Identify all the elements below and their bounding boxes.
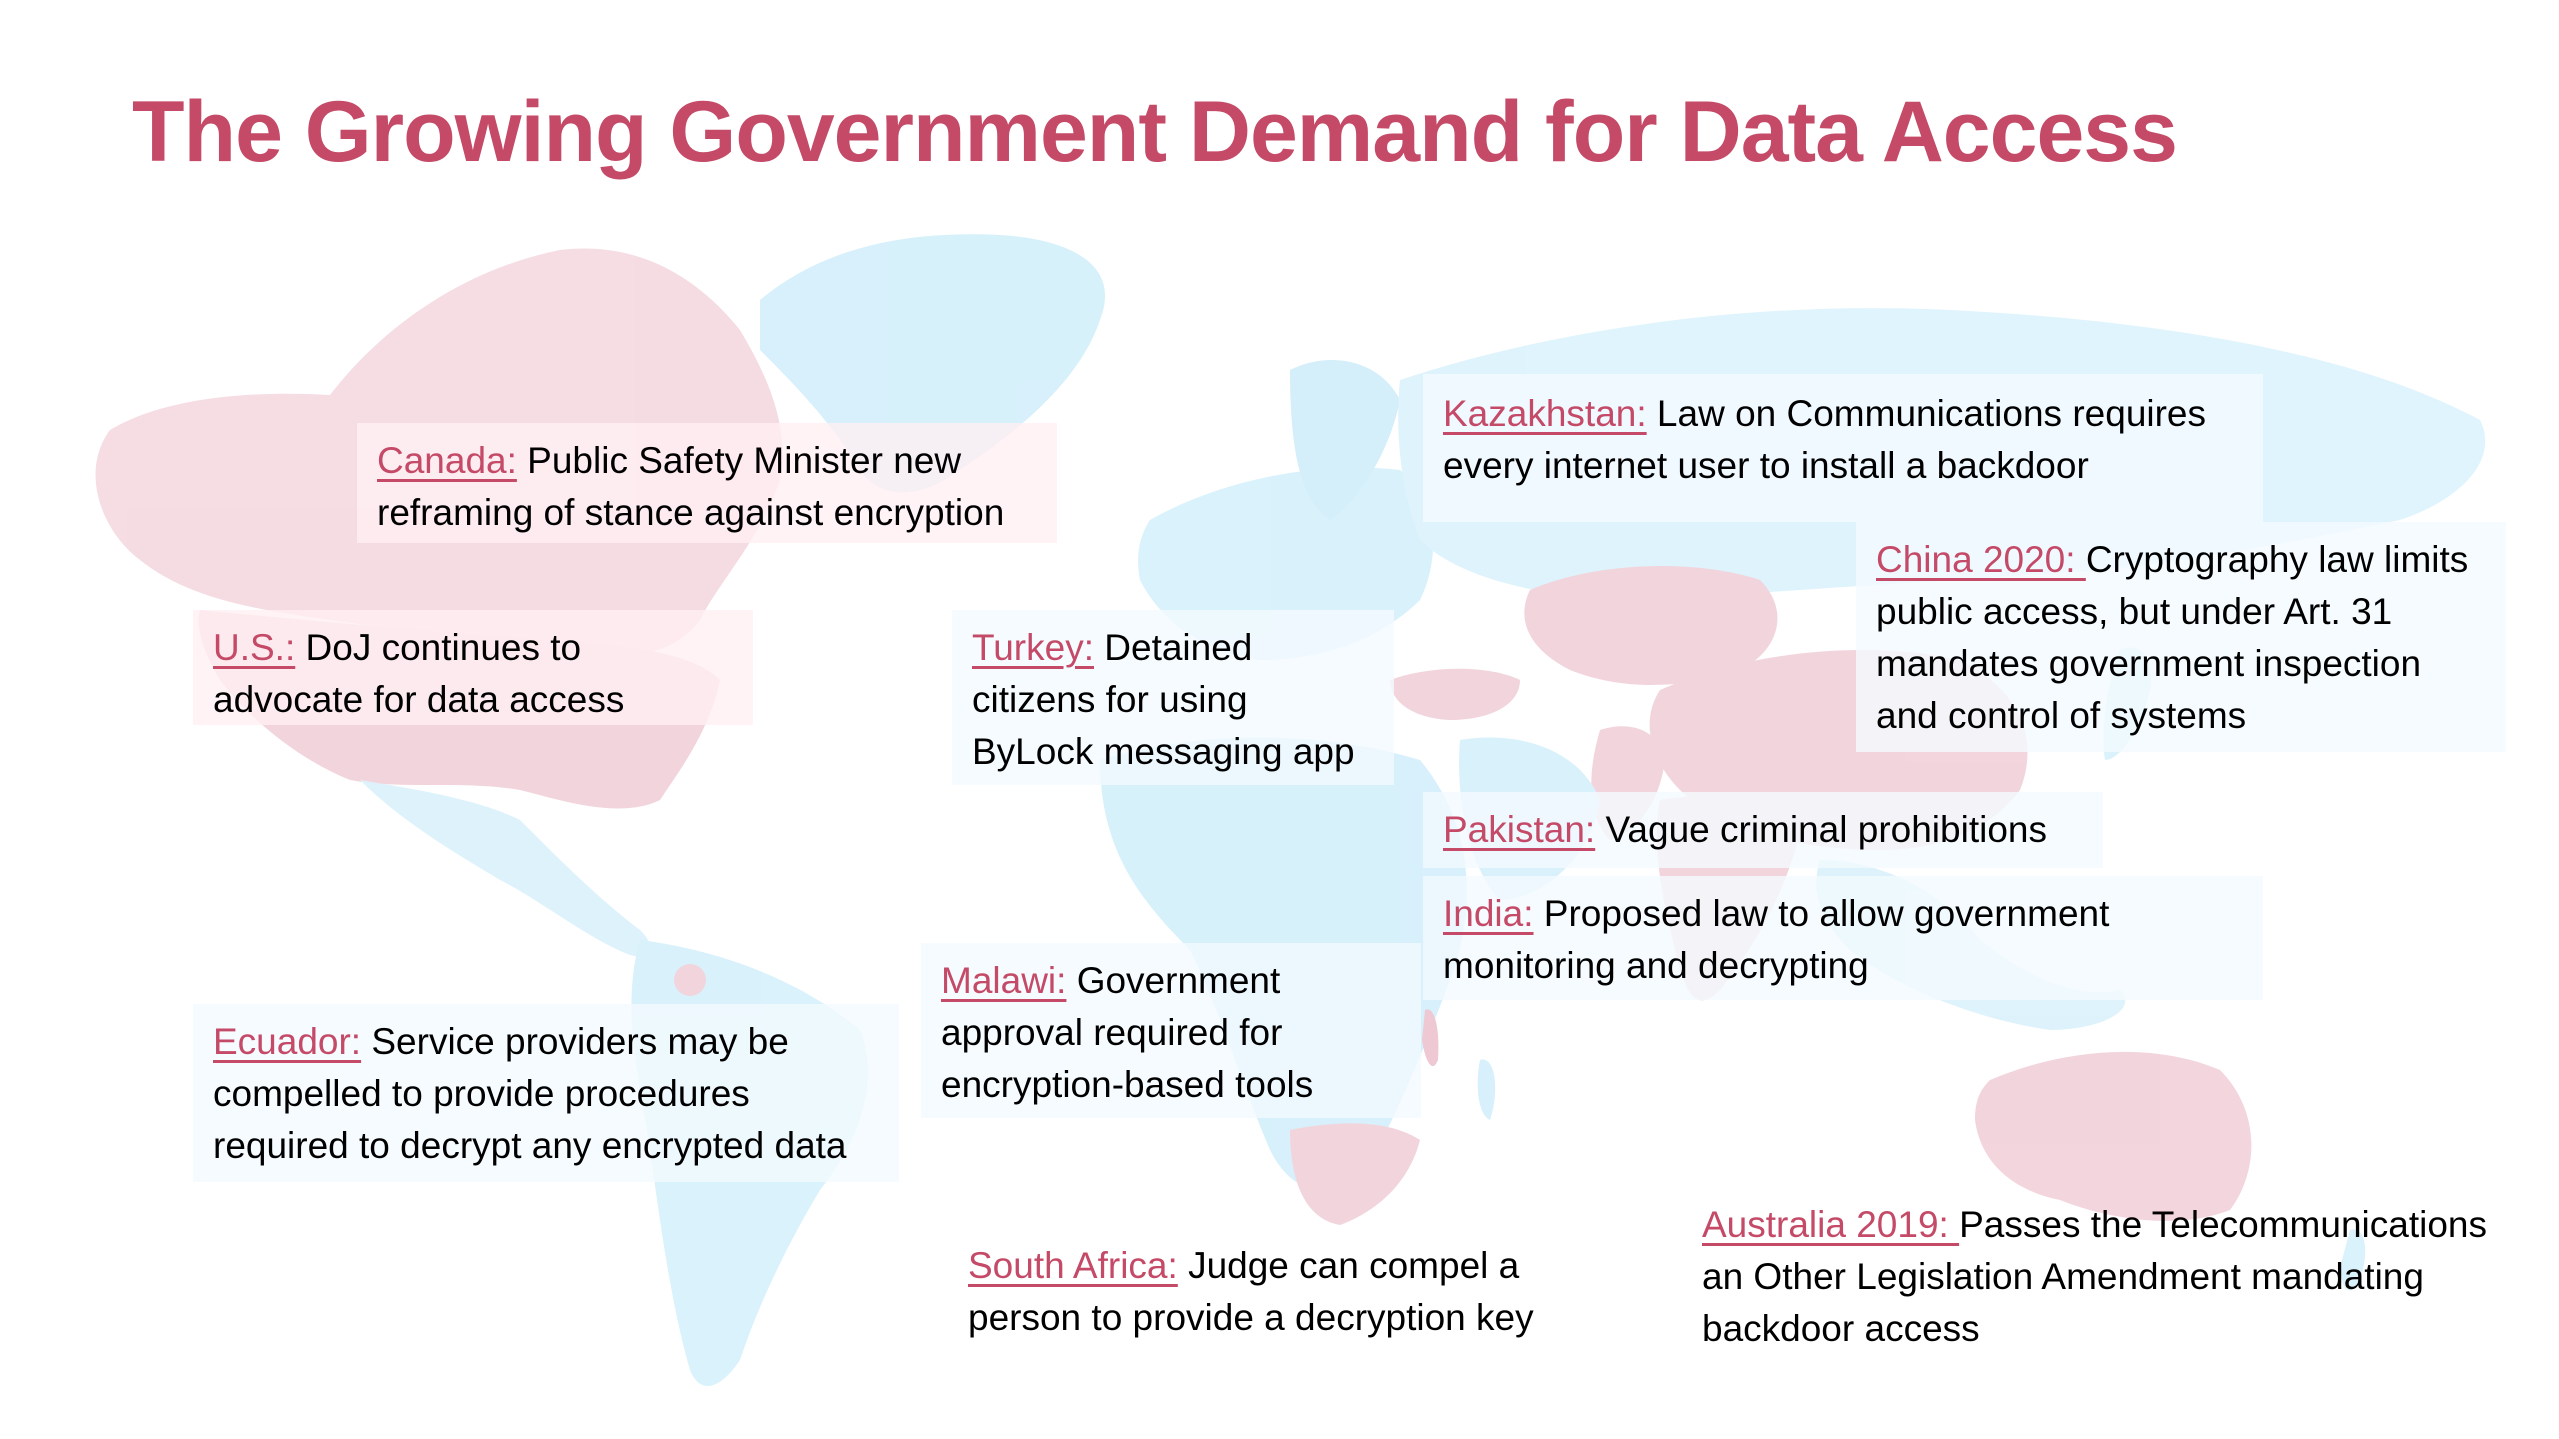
- callout-malawi: Malawi: Government approval required for…: [921, 943, 1421, 1118]
- ecuador-shape: [674, 964, 706, 996]
- callout-text-china: Cryptography law limits public access, b…: [1876, 539, 2469, 736]
- country-label-china: China 2020:: [1876, 539, 2086, 580]
- country-label-india: India:: [1443, 893, 1534, 934]
- country-label-kazakhstan: Kazakhstan:: [1443, 393, 1647, 434]
- country-label-canada: Canada:: [377, 440, 517, 481]
- callout-text-ecuador: Service providers may be compelled to pr…: [213, 1021, 847, 1166]
- callout-turkey: Turkey: Detained citizens for using ByLo…: [952, 610, 1394, 785]
- callout-kazakhstan: Kazakhstan: Law on Communications requir…: [1423, 374, 2263, 522]
- callout-text-kazakhstan: Law on Communications requires every int…: [1443, 393, 2207, 486]
- new-zealand-shape: [2341, 1229, 2366, 1291]
- callout-text-canada: Public Safety Minister new reframing of …: [377, 440, 1005, 533]
- country-label-turkey: Turkey:: [972, 627, 1094, 668]
- callout-canada: Canada: Public Safety Minister new refra…: [357, 423, 1057, 543]
- australia-shape: [1975, 1051, 2252, 1221]
- country-label-ecuador: Ecuador:: [213, 1021, 362, 1062]
- callout-china: China 2020: Cryptography law limits publ…: [1856, 522, 2506, 752]
- callout-text-south-africa: Judge can compel a person to provide a d…: [968, 1245, 1534, 1338]
- slide-title: The Growing Government Demand for Data A…: [132, 84, 2178, 180]
- callout-text-us: DoJ continues to advocate for data acces…: [213, 627, 625, 720]
- callout-us: U.S.: DoJ continues to advocate for data…: [193, 610, 753, 725]
- country-label-south-africa: South Africa:: [968, 1245, 1178, 1286]
- callout-text-india: Proposed law to allow government monitor…: [1443, 893, 2110, 986]
- country-label-malawi: Malawi:: [941, 960, 1067, 1001]
- country-label-australia: Australia 2019:: [1702, 1204, 1960, 1245]
- callout-pakistan: Pakistan: Vague criminal prohibitions: [1423, 792, 2103, 868]
- malawi-shape: [1422, 1009, 1439, 1067]
- callout-australia: Australia 2019: Passes the Telecommunica…: [1682, 1187, 2542, 1362]
- callout-south-africa: South Africa: Judge can compel a person …: [948, 1228, 1588, 1348]
- country-label-us: U.S.:: [213, 627, 296, 668]
- kazakhstan-shape: [1524, 566, 1778, 685]
- callout-india: India: Proposed law to allow government …: [1423, 876, 2263, 1000]
- country-label-pakistan: Pakistan:: [1443, 809, 1596, 850]
- central-america-shape: [360, 780, 651, 957]
- south-africa-shape: [1290, 1123, 1420, 1225]
- callout-ecuador: Ecuador: Service providers may be compel…: [193, 1004, 899, 1182]
- callout-text-malawi: Government approval required for encrypt…: [941, 960, 1314, 1105]
- callout-text-australia: Passes the Telecommunications an Other L…: [1702, 1204, 2487, 1349]
- callout-text-turkey: Detained citizens for using ByLock messa…: [972, 627, 1355, 772]
- scandinavia-shape: [1290, 360, 1400, 520]
- callout-text-pakistan: Vague criminal prohibitions: [1605, 809, 2047, 850]
- turkey-shape: [1390, 668, 1520, 720]
- madagascar-shape: [1477, 1059, 1496, 1120]
